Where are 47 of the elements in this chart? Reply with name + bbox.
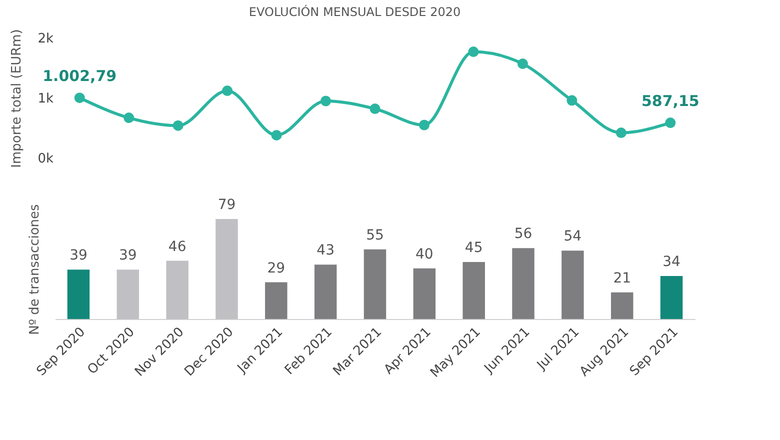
chart-title: EVOLUCIÓN MENSUAL DESDE 2020	[248, 4, 461, 19]
data-label: 587,15	[641, 92, 700, 110]
bar	[512, 248, 534, 319]
point	[468, 46, 479, 58]
data-label: 55	[366, 227, 384, 244]
data-label: 39	[70, 248, 88, 264]
bar	[166, 260, 188, 319]
bar	[265, 282, 288, 319]
bar	[562, 250, 584, 319]
data-label: 1.002,79	[42, 66, 117, 85]
data-label: 34	[662, 254, 681, 270]
bar	[216, 219, 238, 319]
y-tick-label: 1k	[38, 92, 54, 106]
bar	[364, 249, 386, 319]
y-axis-title: Importe total (EURm)	[10, 29, 25, 168]
y-tick-label: 0k	[38, 152, 54, 166]
bar	[67, 270, 90, 319]
bar	[462, 262, 485, 319]
data-label: 56	[514, 226, 532, 242]
point	[271, 130, 282, 140]
bar	[314, 264, 337, 319]
point	[124, 112, 134, 124]
point	[370, 104, 380, 114]
point	[665, 118, 676, 128]
point	[566, 95, 578, 106]
data-label: 43	[316, 242, 334, 259]
data-label: 54	[564, 228, 582, 245]
point	[616, 128, 626, 138]
data-label: 40	[416, 246, 434, 262]
y-axis-title: Nº de transacciones	[28, 204, 42, 335]
point	[74, 92, 85, 104]
data-label: 29	[267, 260, 286, 276]
bar	[116, 270, 140, 319]
point	[517, 58, 528, 70]
data-label: 39	[118, 248, 137, 264]
point	[320, 96, 332, 106]
point	[172, 120, 184, 131]
data-label: 21	[613, 270, 632, 286]
data-label: 79	[218, 197, 236, 213]
bar	[660, 276, 683, 319]
point	[418, 120, 430, 130]
y-tick-label: 2k	[38, 32, 54, 46]
data-label: 46	[168, 238, 186, 255]
data-label: 45	[464, 240, 483, 256]
point	[222, 86, 233, 96]
bar	[413, 268, 436, 319]
bar	[610, 292, 634, 319]
